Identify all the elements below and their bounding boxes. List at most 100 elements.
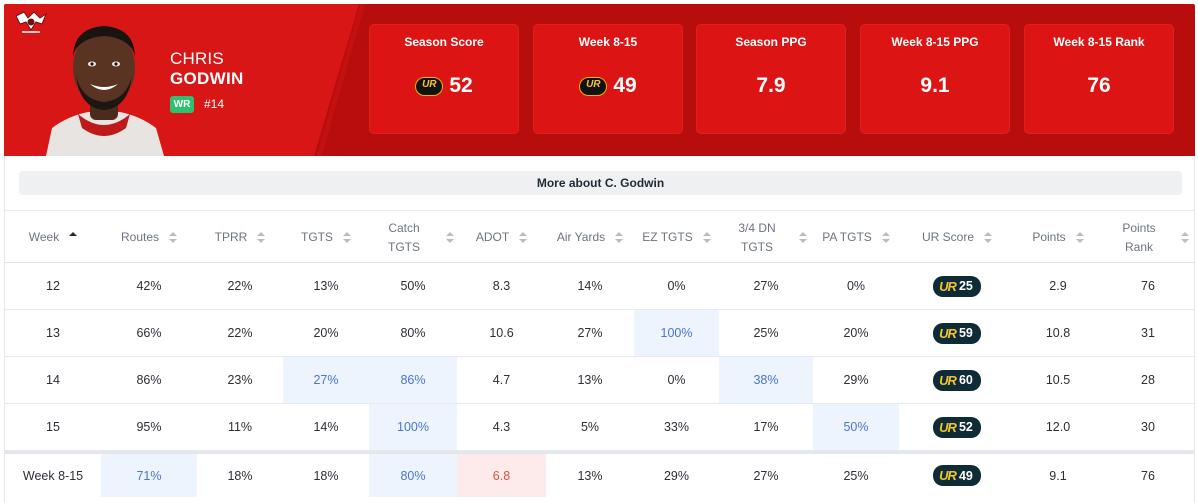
sort-icon[interactable] [615, 231, 624, 245]
stat-card: Week 8-15 UR 49 [533, 24, 683, 134]
stat-card-label: Season PPG [735, 35, 807, 49]
sort-ascending-icon[interactable] [69, 231, 78, 245]
player-photo [46, 26, 164, 156]
jersey-number: #14 [204, 97, 225, 111]
ur-score-badge: UR 52 [933, 416, 981, 438]
cell-tprr: 22% [227, 279, 253, 293]
stat-card-value-group: UR 49 [533, 74, 683, 98]
cell-adot: 10.6 [489, 326, 514, 340]
column-header-adot[interactable]: ADOT [457, 211, 546, 264]
column-header-label: Points Rank [1122, 220, 1156, 254]
ur-score-value: 25 [958, 279, 973, 293]
column-header-pa_tgts[interactable]: PA TGTS [813, 211, 899, 264]
column-header-ez_tgts[interactable]: EZ TGTS [634, 211, 719, 264]
cell-routes: 71% [101, 454, 197, 497]
stat-card-value: 52 [449, 74, 473, 97]
ur-score-value: 49 [958, 468, 973, 483]
sort-icon[interactable] [519, 231, 528, 245]
sort-icon[interactable] [343, 231, 351, 245]
cell-air_yards: 13% [577, 468, 603, 483]
column-header-points[interactable]: Points [1015, 211, 1101, 264]
cell-routes: 66% [136, 326, 162, 340]
column-header-air_yards[interactable]: Air Yards [546, 211, 634, 264]
cell-ez_tgts: 29% [663, 468, 690, 483]
column-header-label: Routes [120, 230, 160, 244]
stat-card: Week 8-15 PPG 9.1 [860, 24, 1010, 134]
player-header: CHRIS GODWIN WR #14 Season Score UR 52 Week… [4, 4, 1195, 156]
cell-points_rank: 76 [1141, 279, 1155, 293]
column-header-tprr[interactable]: TPRR [197, 211, 283, 264]
column-header-ur_score[interactable]: UR Score [899, 211, 1015, 264]
column-header-label: Catch TGTS [388, 220, 420, 254]
sort-icon[interactable] [169, 231, 178, 245]
ur-score-badge: UR 60 [933, 369, 981, 391]
cell-tgts: 27% [283, 357, 369, 403]
cell-adot: 8.3 [492, 279, 511, 293]
cell-week: 14 [46, 373, 60, 387]
sort-icon[interactable] [881, 231, 890, 245]
cell-catch_tgts: 100% [369, 404, 457, 450]
column-header-routes[interactable]: Routes [101, 211, 197, 264]
ur-logo-icon: UR [939, 372, 957, 388]
sort-icon[interactable] [1181, 231, 1189, 245]
column-header-points_rank[interactable]: Points Rank [1101, 211, 1195, 264]
stat-card-label: Week 8-15 Rank [1053, 35, 1145, 49]
table-row: 12 42% 22% 13% 50% 8.3 14% 0% 27% 0% UR 25 2.9 76 [5, 263, 1194, 310]
column-header-label: UR Score [921, 230, 974, 244]
sort-icon[interactable] [1075, 231, 1084, 245]
cell-ur_score: UR 59 [899, 310, 1015, 356]
stat-card-value: 9.1 [920, 74, 950, 97]
cell-week: 13 [46, 326, 60, 340]
cell-tprr: 11% [227, 420, 253, 434]
sort-icon[interactable] [702, 231, 711, 245]
cell-points: 10.5 [1045, 373, 1071, 387]
stat-card-value: 7.9 [756, 74, 786, 97]
cell-pa_tgts: 50% [813, 404, 899, 450]
cell-week: 15 [46, 420, 60, 434]
stat-card: Week 8-15 Rank 76 [1024, 24, 1174, 134]
cell-dn34_tgts: 17% [753, 420, 779, 434]
cell-ez_tgts: 100% [634, 310, 719, 356]
cell-air_yards: 13% [577, 373, 603, 387]
column-header-dn34_tgts[interactable]: 3/4 DN TGTS [719, 211, 813, 264]
sort-icon[interactable] [799, 231, 807, 245]
cell-adot: 6.8 [457, 454, 546, 497]
cell-catch_tgts: 50% [400, 279, 426, 293]
cell-ur_score: UR 49 [899, 454, 1015, 497]
cell-week: 12 [46, 279, 60, 293]
cell-catch_tgts: 80% [400, 326, 426, 340]
cell-points: 12.0 [1045, 420, 1071, 434]
column-header-label: TPRR [214, 230, 248, 244]
cell-tgts: 14% [313, 420, 339, 434]
more-about-section: More about C. Godwin [4, 156, 1195, 210]
cell-ur_score: UR 52 [899, 404, 1015, 450]
cell-ez_tgts: 33% [663, 420, 690, 434]
cell-ur_score: UR 60 [899, 357, 1015, 403]
column-header-week[interactable]: Week [5, 211, 101, 264]
cell-tprr: 22% [227, 326, 253, 340]
cell-tprr: 18% [227, 468, 253, 483]
more-about-button[interactable]: More about C. Godwin [19, 171, 1182, 195]
cell-tgts: 18% [313, 468, 339, 483]
column-header-catch_tgts[interactable]: Catch TGTS [369, 211, 457, 264]
stat-card: Season PPG 7.9 [696, 24, 846, 134]
stat-card-value-group: 9.1 [860, 74, 1010, 98]
ur-score-badge: UR 49 [933, 465, 981, 486]
ur-logo-icon: UR [939, 278, 957, 294]
position-badge: WR [170, 96, 194, 113]
table-row: 15 95% 11% 14% 100% 4.3 5% 33% 17% 50% UR 52 12.0 30 [5, 404, 1194, 451]
cell-air_yards: 14% [577, 279, 603, 293]
team-logo-icon [15, 11, 48, 33]
cell-points: 9.1 [1049, 468, 1067, 483]
cell-adot: 4.7 [492, 373, 511, 387]
cell-week: Week 8-15 [22, 468, 84, 483]
cell-dn34_tgts: 38% [719, 357, 813, 403]
cell-pa_tgts: 25% [843, 468, 869, 483]
sort-icon[interactable] [257, 231, 266, 245]
sort-icon[interactable] [446, 231, 454, 245]
cell-dn34_tgts: 25% [753, 326, 779, 340]
column-header-tgts[interactable]: TGTS [283, 211, 369, 264]
table-row: 14 86% 23% 27% 86% 4.7 13% 0% 38% 29% UR 60 10.5 28 [5, 357, 1194, 404]
column-header-label: Points [1032, 230, 1066, 244]
sort-icon[interactable] [984, 231, 992, 245]
